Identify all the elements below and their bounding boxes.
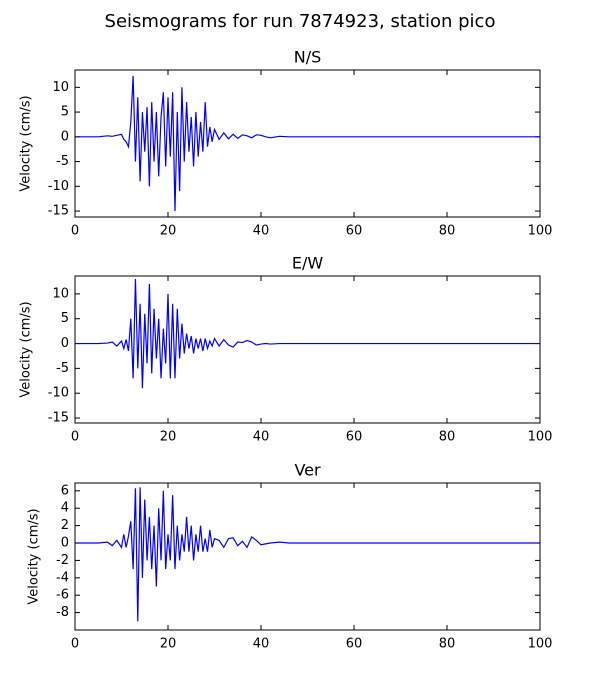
y-tick-label: 0 xyxy=(61,536,69,551)
y-tick-label: -10 xyxy=(48,386,69,401)
x-tick-label: 80 xyxy=(439,224,456,239)
y-tick-label: 0 xyxy=(61,129,69,144)
x-tick-label: 60 xyxy=(346,637,363,652)
x-tick-label: 0 xyxy=(71,224,79,239)
x-tick-label: 40 xyxy=(253,430,270,445)
x-tick-label: 20 xyxy=(160,430,177,445)
axes-title: Ver xyxy=(294,461,321,480)
y-tick-label: 2 xyxy=(61,518,69,533)
y-tick-label: 10 xyxy=(52,286,69,301)
x-tick-label: 20 xyxy=(160,637,177,652)
x-tick-label: 0 xyxy=(71,637,79,652)
y-tick-label: 0 xyxy=(61,336,69,351)
axes-title: E/W xyxy=(292,254,324,273)
series-line xyxy=(75,487,540,622)
y-tick-label: -5 xyxy=(56,361,69,376)
y-tick-label: -10 xyxy=(48,179,69,194)
x-tick-label: 60 xyxy=(346,224,363,239)
figure-title: Seismograms for run 7874923, station pic… xyxy=(105,11,496,32)
y-axis-label: Velocity (cm/s) xyxy=(19,95,34,191)
axes-frame xyxy=(74,275,541,424)
x-tick-label: 100 xyxy=(528,637,553,652)
y-tick-label: 6 xyxy=(61,483,69,498)
x-tick-label: 80 xyxy=(439,637,456,652)
y-tick-label: 5 xyxy=(61,105,69,120)
y-tick-label: -5 xyxy=(56,154,69,169)
x-tick-label: 40 xyxy=(253,637,270,652)
y-tick-label: 5 xyxy=(61,311,69,326)
x-tick-label: 100 xyxy=(528,224,553,239)
y-axis-label: Velocity (cm/s) xyxy=(27,508,42,604)
y-tick-label: -15 xyxy=(48,204,69,219)
y-tick-label: -4 xyxy=(56,570,69,585)
x-tick-label: 80 xyxy=(439,430,456,445)
axes-frame xyxy=(74,69,541,218)
series-line xyxy=(75,278,540,389)
x-tick-label: 40 xyxy=(253,224,270,239)
y-tick-label: -8 xyxy=(56,605,69,620)
axes-frame xyxy=(74,482,541,631)
x-tick-label: 100 xyxy=(528,430,553,445)
x-tick-label: 0 xyxy=(71,430,79,445)
y-tick-label: -6 xyxy=(56,588,69,603)
x-tick-label: 60 xyxy=(346,430,363,445)
series-line xyxy=(75,75,540,212)
y-tick-label: 4 xyxy=(61,501,69,516)
y-axis-label: Velocity (cm/s) xyxy=(19,301,34,397)
x-tick-label: 20 xyxy=(160,224,177,239)
y-tick-label: -15 xyxy=(48,411,69,426)
axes-title: N/S xyxy=(294,48,322,67)
y-tick-label: -2 xyxy=(56,553,69,568)
y-tick-label: 10 xyxy=(52,80,69,95)
